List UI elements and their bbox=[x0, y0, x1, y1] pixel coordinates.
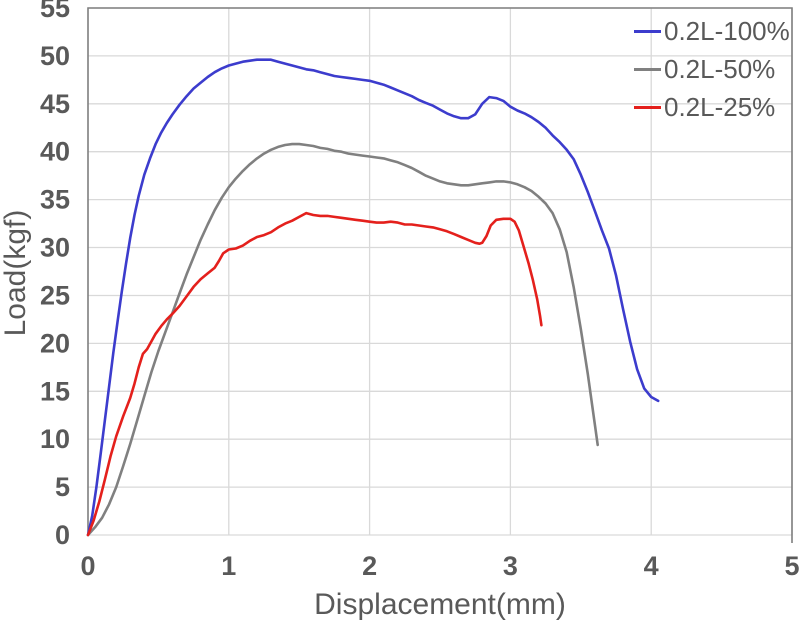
x-tick-label-2: 2 bbox=[362, 551, 377, 581]
series-lines bbox=[86, 58, 660, 537]
x-axis-tick-labels: 0 1 2 3 4 5 bbox=[80, 551, 799, 581]
x-tick-label-1: 1 bbox=[221, 551, 236, 581]
x-tick-label-3: 3 bbox=[503, 551, 518, 581]
y-tick-label-20: 20 bbox=[40, 328, 70, 358]
series-line-0.2L-50% bbox=[86, 142, 599, 537]
legend-item-25: 0.2L-25% bbox=[634, 88, 790, 126]
y-tick-label-55: 55 bbox=[40, 0, 70, 23]
plot-border bbox=[87, 7, 793, 543]
legend-label: 0.2L-50% bbox=[664, 54, 776, 84]
y-tick-label-15: 15 bbox=[40, 376, 70, 406]
series-line-0.2L-100% bbox=[86, 58, 660, 537]
x-axis-title: Displacement(mm) bbox=[314, 588, 566, 621]
y-tick-label-10: 10 bbox=[40, 424, 70, 454]
legend-line-swatch-red bbox=[634, 105, 661, 109]
y-tick-label-0: 0 bbox=[55, 520, 70, 550]
y-axis-title: Load(kgf) bbox=[0, 209, 32, 337]
legend-label: 0.2L-25% bbox=[664, 92, 776, 122]
y-tick-label-35: 35 bbox=[40, 185, 70, 215]
x-tick-label-4: 4 bbox=[644, 551, 659, 581]
x-tick-label-0: 0 bbox=[80, 551, 95, 581]
plot-border-line bbox=[87, 7, 793, 543]
legend-line-swatch-blue bbox=[634, 29, 661, 33]
y-tick-label-25: 25 bbox=[40, 281, 70, 311]
y-tick-label-30: 30 bbox=[40, 233, 70, 263]
legend-item-100: 0.2L-100% bbox=[634, 12, 790, 50]
y-tick-label-45: 45 bbox=[40, 89, 70, 119]
series-line-0.2L-25% bbox=[86, 211, 543, 537]
x-tick-label-5: 5 bbox=[784, 551, 799, 581]
y-tick-label-50: 50 bbox=[40, 41, 70, 71]
legend-item-50: 0.2L-50% bbox=[634, 50, 790, 88]
legend: 0.2L-100% 0.2L-50% 0.2L-25% bbox=[634, 12, 790, 126]
y-tick-label-40: 40 bbox=[40, 137, 70, 167]
legend-line-swatch-gray bbox=[634, 67, 661, 71]
legend-label: 0.2L-100% bbox=[664, 16, 790, 46]
y-axis-tick-labels: 0 5 10 15 20 25 30 35 40 45 50 55 bbox=[40, 0, 70, 550]
y-tick-label-5: 5 bbox=[55, 472, 70, 502]
